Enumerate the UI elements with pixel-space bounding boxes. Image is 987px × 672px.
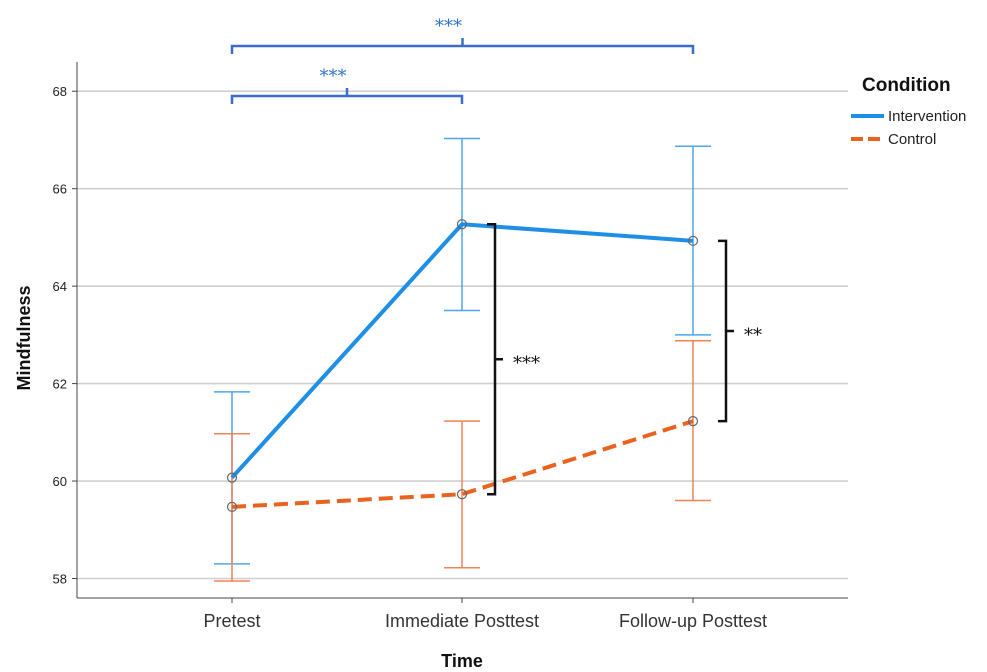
series-line-intervention xyxy=(230,222,694,479)
series-lines xyxy=(230,222,694,509)
y-tick-label: 68 xyxy=(53,84,67,99)
data-point xyxy=(226,501,238,512)
x-tick-labels: Pretest Immediate Posttest Follow-up Postt… xyxy=(203,598,767,631)
top-bracket-label: *** xyxy=(320,66,347,87)
data-point xyxy=(226,472,238,483)
data-point xyxy=(687,416,699,427)
legend: Condition Intervention Control xyxy=(851,75,966,148)
y-tick-label: 60 xyxy=(53,474,67,489)
legend-label: Control xyxy=(888,131,936,148)
side-bracket-label: *** xyxy=(513,353,540,374)
x-tick-label: Follow-up Posttest xyxy=(619,611,767,631)
y-tick-labels: 58 60 62 64 66 68 xyxy=(53,84,77,587)
side-bracket-label: ** xyxy=(744,325,762,346)
y-tick-label: 62 xyxy=(53,377,67,392)
y-tick-label: 66 xyxy=(53,182,67,197)
data-point xyxy=(456,489,468,500)
side-bracket xyxy=(487,223,503,496)
data-points xyxy=(226,219,699,512)
data-point xyxy=(456,219,468,230)
top-bracket-label: *** xyxy=(435,16,462,37)
x-tick-label: Pretest xyxy=(203,611,260,631)
significance-brackets-top: *** *** xyxy=(230,16,695,104)
y-tick-label: 64 xyxy=(53,279,67,294)
legend-title: Condition xyxy=(862,75,951,96)
series-line-control xyxy=(231,419,694,509)
significance-brackets-side: ***** xyxy=(487,223,762,496)
top-bracket xyxy=(230,88,464,104)
y-tick-label: 58 xyxy=(53,572,67,587)
y-axis-title: Mindfulness xyxy=(14,285,34,390)
side-bracket xyxy=(718,239,734,423)
x-axis-title: Time xyxy=(441,651,483,671)
legend-label: Intervention xyxy=(888,108,966,125)
data-point xyxy=(687,235,699,246)
top-bracket xyxy=(230,38,695,54)
x-tick-label: Immediate Posttest xyxy=(385,611,539,631)
error-bars xyxy=(214,137,711,582)
